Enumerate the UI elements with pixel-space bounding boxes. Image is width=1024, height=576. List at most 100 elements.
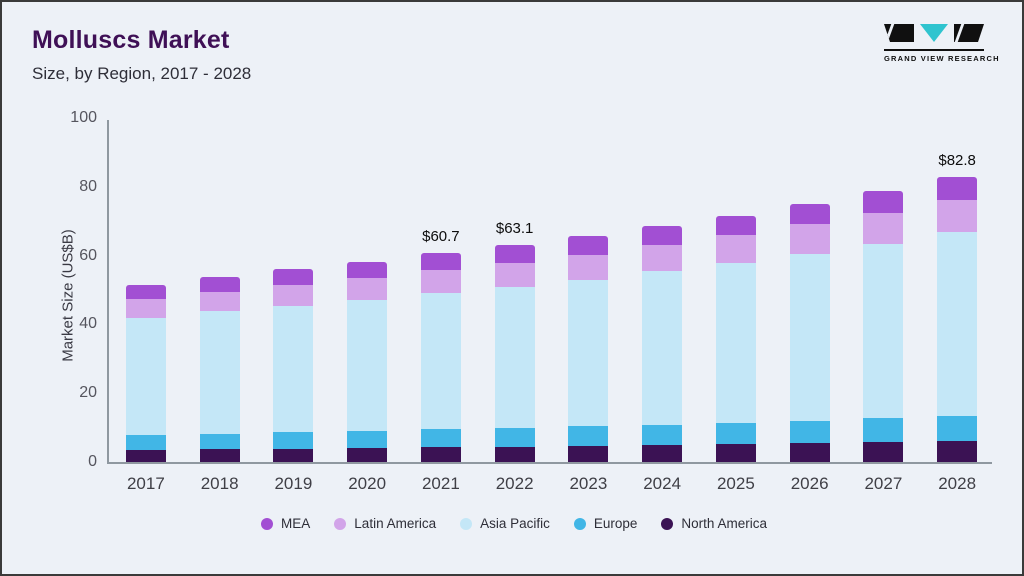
- bar-segment-mea: [494, 244, 535, 263]
- stacked-bar-plot: 0 20 40 60 80 100 2017 2018 2019 2020 $60.7 2021 $63…: [70, 109, 994, 493]
- bar-segment-asia-pacific: [420, 293, 461, 430]
- bar-segment-mea: [715, 216, 756, 236]
- bar-segment-europe: [494, 427, 535, 447]
- bar-segment-asia-pacific: [494, 286, 535, 428]
- bar-column: 2018: [183, 120, 257, 493]
- bar-total-label: $63.1: [495, 219, 534, 237]
- stacked-bar: [642, 226, 683, 462]
- bar-segment-asia-pacific: [863, 243, 904, 419]
- bar-segment-latin-america: [125, 298, 166, 318]
- bar-segment-mea: [347, 261, 388, 278]
- bar-segment-mea: [125, 284, 166, 299]
- gvr-logo: GRAND VIEW RESEARCH: [884, 24, 999, 63]
- legend-item-mea: MEA: [261, 516, 310, 531]
- bar-segment-north-america: [199, 449, 240, 462]
- bar-segment-latin-america: [863, 212, 904, 244]
- bar-segment-europe: [937, 415, 978, 441]
- legend-item-europe: Europe: [573, 516, 638, 531]
- bar-column: 2027: [847, 120, 921, 493]
- x-tick-label: 2024: [643, 474, 682, 493]
- bar-total-label: $60.7: [422, 228, 460, 246]
- bar-segment-asia-pacific: [642, 271, 683, 425]
- bar-segment-asia-pacific: [347, 299, 388, 432]
- bar-segment-europe: [863, 418, 904, 443]
- bar-segment-north-america: [937, 440, 978, 462]
- y-tick-label: 20: [79, 384, 97, 402]
- legend-color-dot: [261, 517, 274, 530]
- bar-segment-europe: [420, 429, 461, 448]
- bar-segment-europe: [642, 424, 683, 445]
- legend-color-dot: [460, 517, 473, 530]
- bar-segment-mea: [642, 226, 683, 245]
- bar-segment-north-america: [863, 442, 904, 462]
- bar-segment-mea: [863, 190, 904, 213]
- bar-segment-europe: [347, 431, 388, 448]
- bar-column: $63.1 2022: [478, 120, 552, 493]
- x-tick-label: 2020: [348, 474, 387, 493]
- stacked-bar: [863, 190, 904, 462]
- stacked-bar: [937, 177, 978, 462]
- bar-segment-latin-america: [199, 291, 240, 312]
- bar-column: $82.8 2028: [920, 120, 994, 493]
- y-axis-title: Market Size (US$B): [59, 229, 77, 362]
- bar-segment-north-america: [420, 447, 461, 462]
- x-tick-label: 2021: [421, 474, 460, 493]
- bar-segment-asia-pacific: [937, 232, 978, 416]
- stacked-bar: [125, 284, 166, 462]
- bar-segment-latin-america: [347, 277, 388, 300]
- legend-label: Europe: [593, 516, 638, 531]
- legend-color-dot: [334, 517, 347, 530]
- bar-segment-latin-america: [494, 262, 535, 287]
- x-tick-label: 2025: [716, 474, 755, 493]
- bar-segment-north-america: [125, 449, 166, 462]
- stacked-bar: [420, 253, 461, 462]
- bar-segment-europe: [125, 435, 166, 450]
- bar-segment-north-america: [715, 444, 756, 462]
- y-tick-label: 100: [70, 109, 97, 126]
- x-tick-label: 2028: [938, 474, 977, 493]
- bar-segment-europe: [715, 422, 756, 445]
- legend-color-dot: [661, 517, 674, 530]
- y-tick-label: 60: [79, 246, 97, 264]
- bar-segment-europe: [789, 420, 830, 444]
- bar-column: 2023: [552, 120, 626, 493]
- bar-segment-europe: [568, 426, 609, 446]
- legend-color-dot: [573, 517, 586, 530]
- bar-total-label: $82.8: [938, 152, 976, 170]
- legend-item-north-america: North America: [661, 516, 767, 531]
- bar-segment-mea: [273, 269, 314, 285]
- logo-divider: [884, 49, 984, 51]
- bar-segment-mea: [937, 177, 978, 200]
- bar-segment-latin-america: [715, 235, 756, 264]
- bar-segment-latin-america: [937, 199, 978, 233]
- x-tick-label: 2027: [864, 474, 903, 493]
- bar-segment-north-america: [568, 445, 609, 462]
- bar-segment-asia-pacific: [715, 263, 756, 423]
- legend-label: Latin America: [354, 516, 437, 531]
- stacked-bar: [789, 204, 830, 462]
- y-tick-label: 0: [88, 453, 97, 470]
- bar-segment-latin-america: [420, 270, 461, 294]
- bar-segment-north-america: [642, 444, 683, 462]
- bar-segment-latin-america: [789, 224, 830, 254]
- bar-segment-mea: [568, 236, 609, 255]
- bar-segment-asia-pacific: [199, 311, 240, 434]
- stacked-bar: [715, 216, 756, 462]
- legend-item-latin-america: Latin America: [334, 516, 436, 531]
- bar-segment-mea: [199, 277, 240, 292]
- bar-column: 2020: [330, 120, 404, 493]
- bar-segment-asia-pacific: [789, 253, 830, 421]
- bar-segment-mea: [420, 253, 461, 271]
- legend-item-asia-pacific: Asia Pacific: [460, 516, 550, 531]
- bar-segment-north-america: [789, 443, 830, 462]
- bar-segment-north-america: [347, 447, 388, 462]
- bar-segment-europe: [273, 432, 314, 449]
- bar-column: 2019: [257, 120, 331, 493]
- bar-column: 2024: [625, 120, 699, 493]
- bar-segment-asia-pacific: [568, 279, 609, 427]
- stacked-bar: [494, 244, 535, 462]
- x-tick-label: 2022: [495, 474, 534, 493]
- bar-column: 2026: [773, 120, 847, 493]
- bar-column: 2025: [699, 120, 773, 493]
